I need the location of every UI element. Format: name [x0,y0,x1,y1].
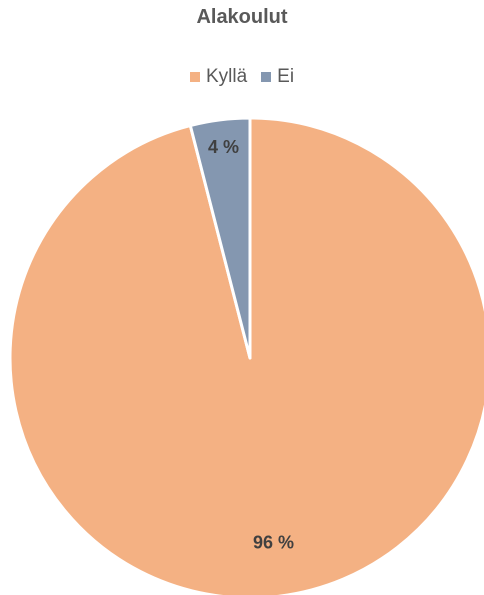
legend-entry-kylla: Kyllä [189,66,248,88]
legend-entry-ei: Ei [261,66,294,88]
legend-swatch-ei [261,72,272,82]
data-label-kylla: 96 % [253,532,294,552]
legend-label-ei: Ei [277,66,295,87]
pie-slice-kylla [8,116,484,595]
legend-swatch-kylla [189,72,200,82]
pie-slice-ei [188,116,252,360]
legend-label-kylla: Kyllä [205,66,248,87]
data-label-ei: 4 % [208,137,239,157]
legend: Kyllä Ei [0,66,484,88]
chart-title: Alakoulut [196,6,288,28]
